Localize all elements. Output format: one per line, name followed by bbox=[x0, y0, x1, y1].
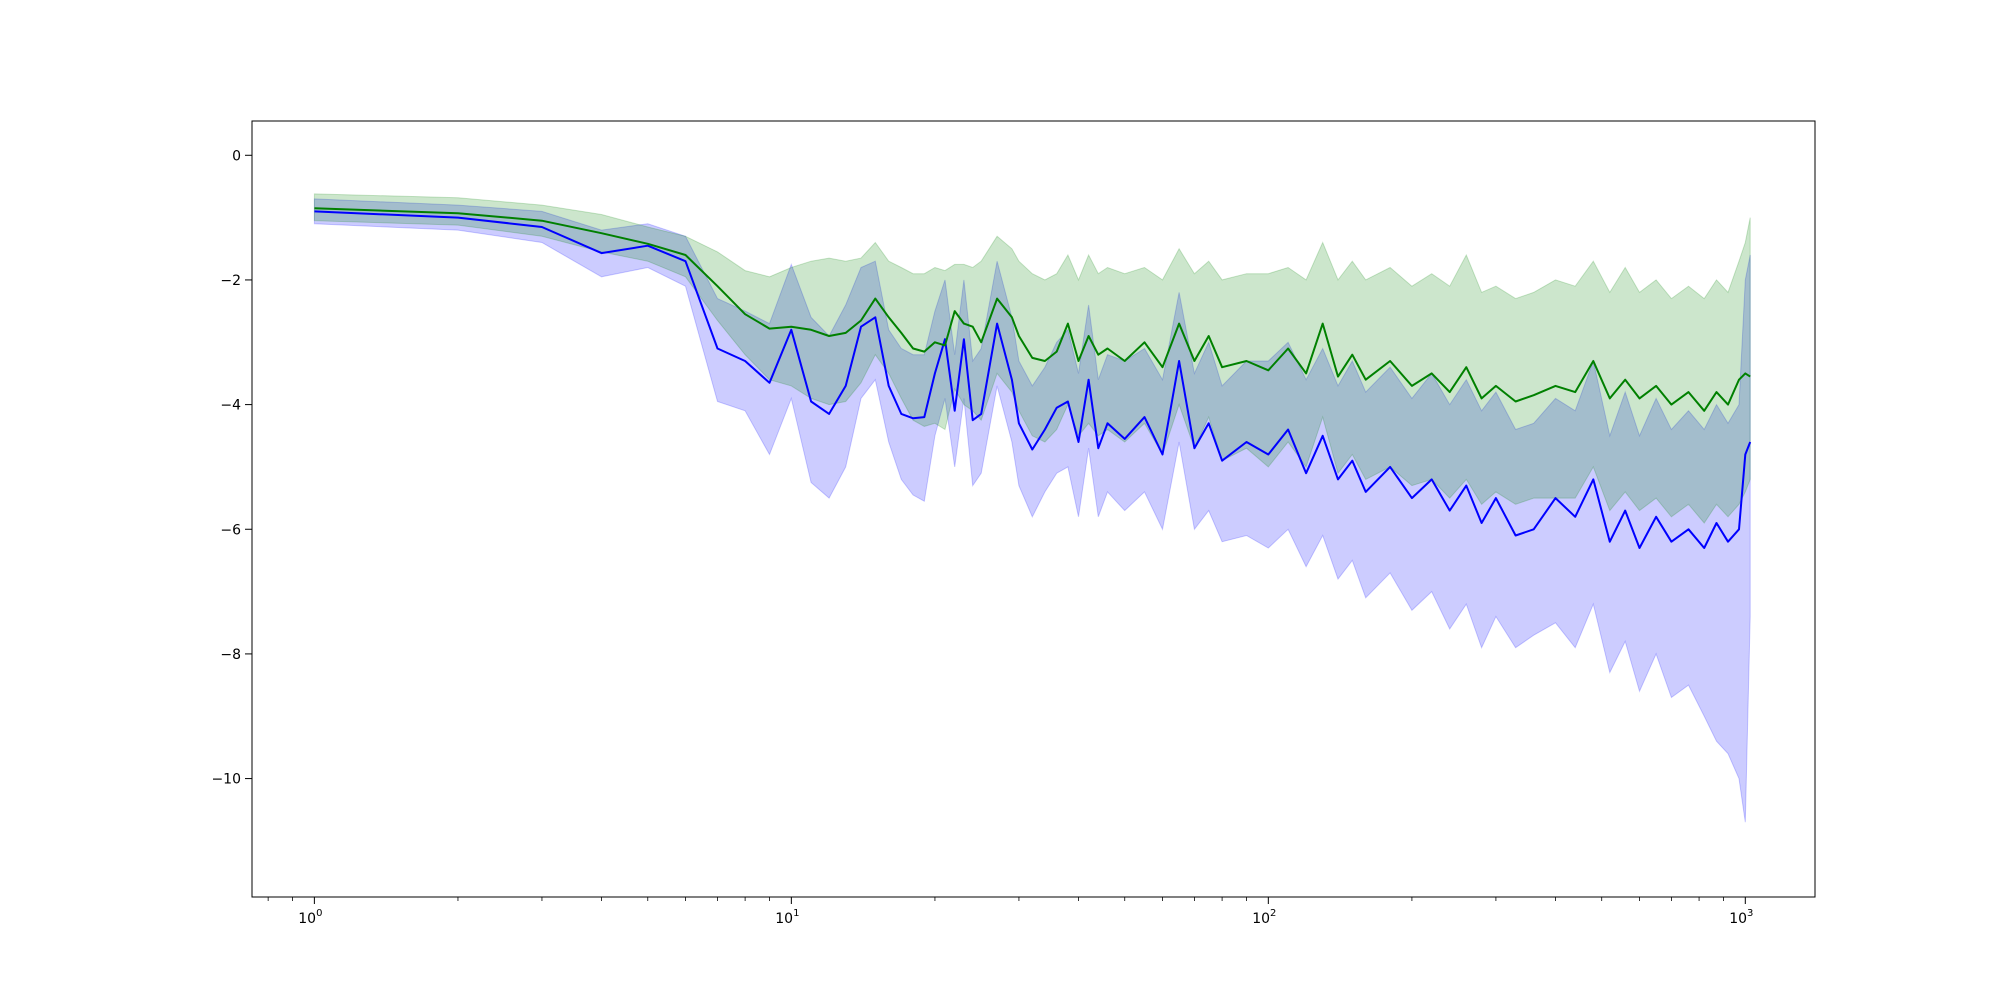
series-1-line bbox=[314, 207, 1751, 412]
y-tick-label: −2 bbox=[220, 273, 241, 289]
x-tick-label: 102 bbox=[1252, 908, 1276, 927]
x-axis: 100 101 102 103 bbox=[267, 897, 1753, 927]
x-tick-label: 101 bbox=[775, 908, 799, 927]
y-axis: 0 −2 −4 −6 −8 −10 bbox=[211, 148, 252, 788]
plot-frame bbox=[251, 120, 1816, 898]
y-tick-label: −6 bbox=[220, 522, 241, 538]
y-tick-label: −10 bbox=[211, 772, 241, 788]
y-tick-label: 0 bbox=[232, 148, 241, 164]
x-tick-label: 100 bbox=[298, 908, 322, 927]
y-tick-label: −8 bbox=[220, 647, 241, 663]
series-0-line bbox=[314, 210, 1752, 549]
x-tick-label: 103 bbox=[1729, 908, 1753, 927]
lines-layer bbox=[314, 207, 1752, 549]
y-tick-label: −4 bbox=[220, 398, 241, 414]
series-0-band bbox=[313, 198, 1751, 823]
